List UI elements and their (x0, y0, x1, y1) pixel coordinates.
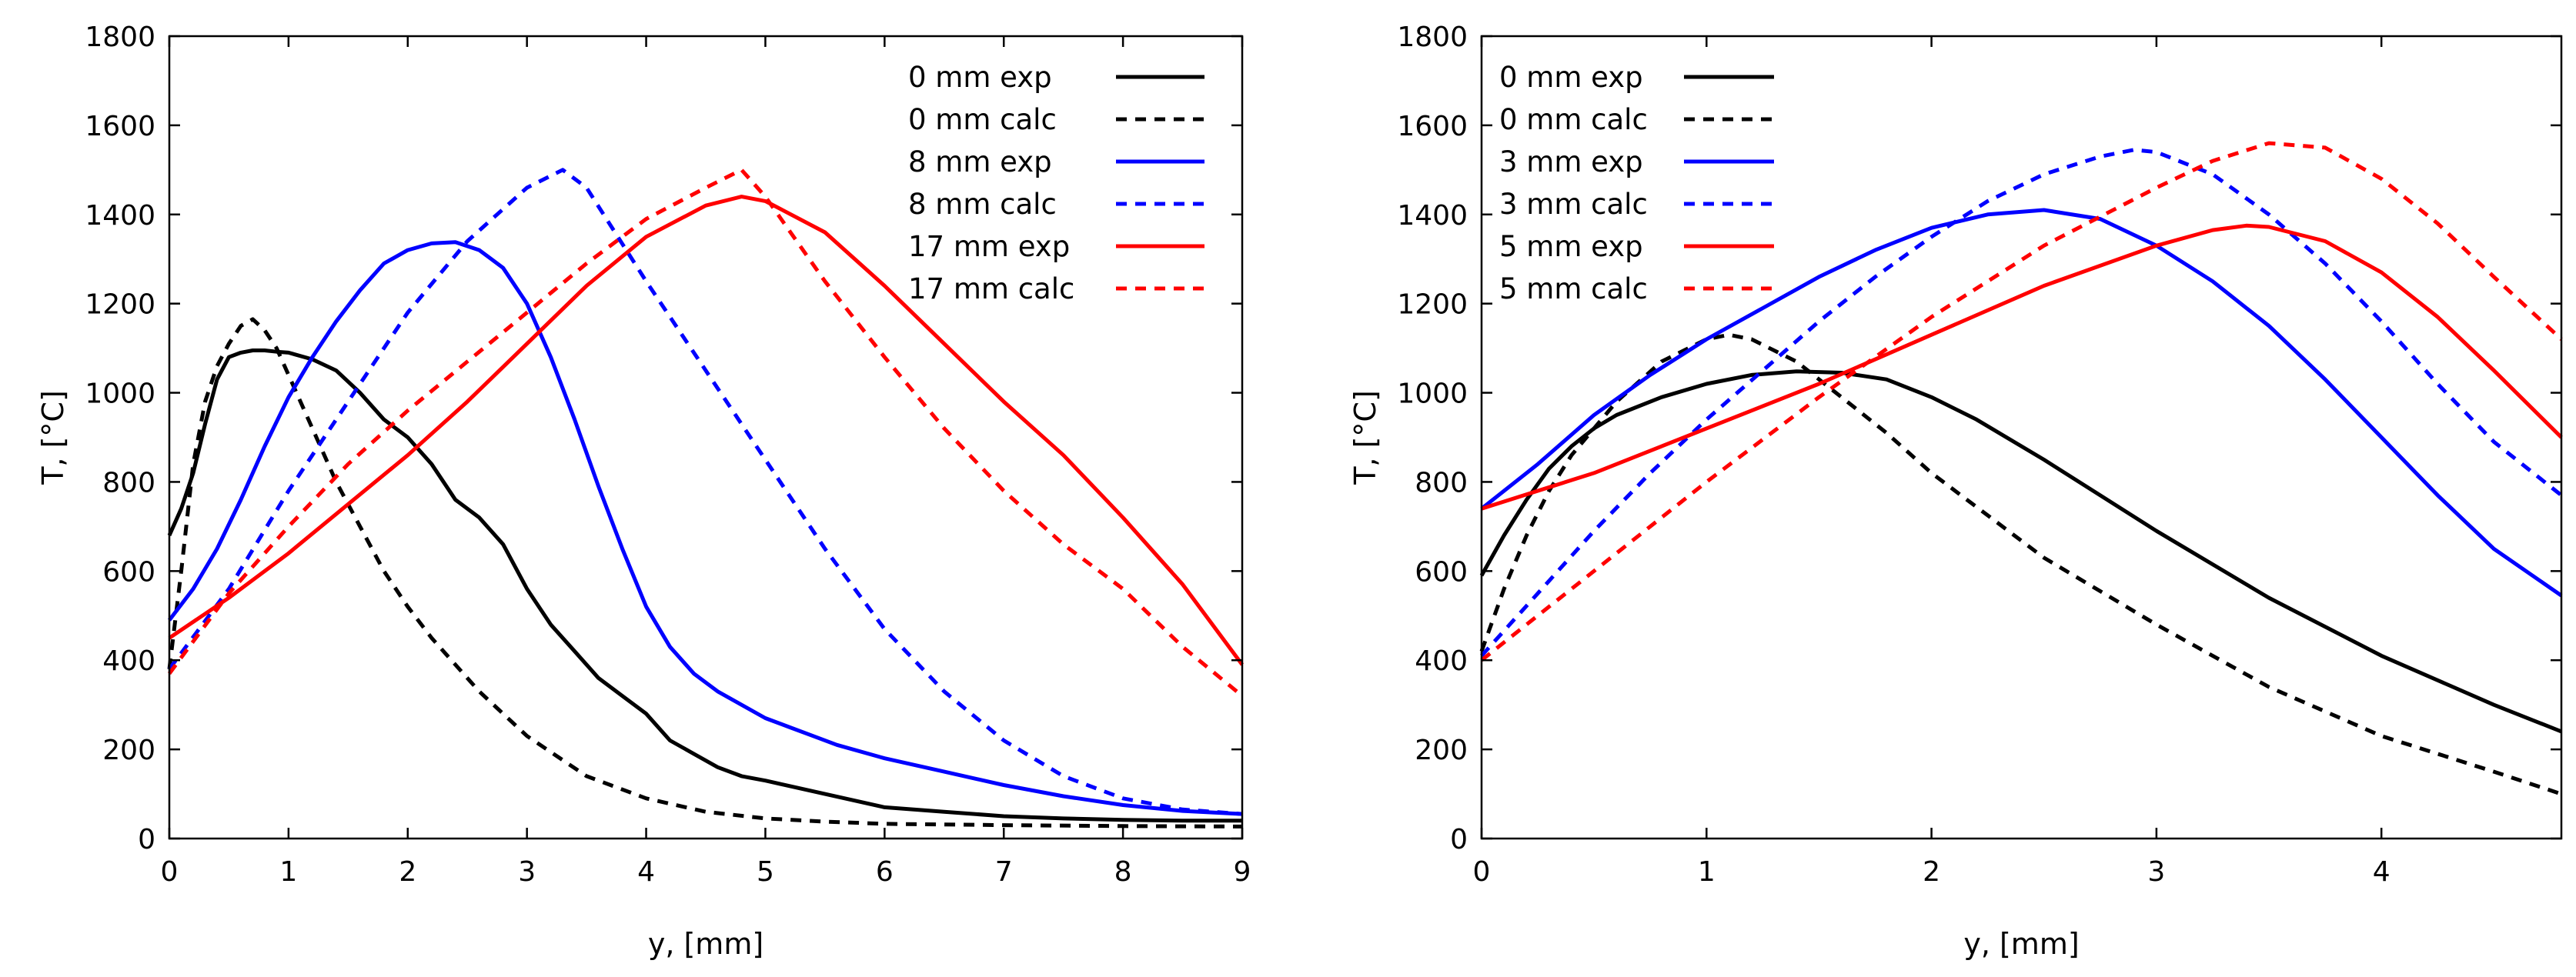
x-tick-label: 2 (399, 856, 416, 888)
x-tick-label: 7 (995, 856, 1013, 888)
left-chart: 0 200 400 600 800 1000 1200 1400 1600 1800 0 1 2 3 4 5 6… (36, 22, 1251, 961)
series-line-0-mm-exp (1479, 369, 2562, 734)
series-line-17-mm-exp (168, 195, 1245, 666)
y-tick-label: 1600 (85, 111, 155, 142)
series-line-17-mm-calc (167, 168, 1244, 698)
legend-label: 5 mm calc (1499, 272, 1648, 305)
legend-label: 3 mm exp (1499, 145, 1643, 178)
series-line-8-mm-calc (167, 168, 1243, 816)
y-tick-label: 600 (102, 556, 155, 588)
series-group (167, 168, 1245, 829)
y-tick-label: 1800 (1397, 22, 1468, 53)
y-tick-label: 800 (1415, 467, 1468, 499)
y-tick-label: 1800 (85, 22, 155, 53)
y-tick-label: 0 (138, 824, 155, 855)
legend-label: 17 mm exp (908, 230, 1070, 263)
y-tick-label: 200 (1415, 735, 1468, 766)
legend-label: 3 mm calc (1499, 188, 1648, 221)
series-line-0-mm-calc (167, 317, 1243, 829)
x-tick-label: 4 (637, 856, 655, 888)
plot-frame (1480, 35, 2563, 840)
x-tick-label: 3 (2147, 856, 2165, 888)
x-tick-label: 0 (161, 856, 179, 888)
x-axis-title: y, [mm] (1963, 927, 2079, 961)
legend-label: 0 mm exp (1499, 61, 1643, 94)
y-tick-label: 1200 (85, 289, 155, 321)
series-line-3-mm-calc (1480, 148, 2563, 658)
y-tick-label: 1400 (85, 200, 155, 232)
legend-label: 0 mm exp (908, 61, 1052, 94)
y-tick-label: 800 (102, 467, 155, 499)
legend-label: 0 mm calc (908, 103, 1057, 136)
x-tick-label: 3 (518, 856, 536, 888)
x-tick-label: 9 (1234, 856, 1251, 888)
x-axis-title: y, [mm] (648, 927, 763, 961)
legend: 0 mm exp 0 mm calc 8 mm exp 8 mm calc 17 mm … (908, 61, 1204, 305)
series-line-5-mm-calc (1480, 141, 2563, 662)
y-tick-label: 1000 (1397, 378, 1468, 410)
x-tick-label: 2 (1923, 856, 1940, 888)
x-tick-label: 5 (757, 856, 774, 888)
y-tick-label: 1000 (85, 378, 155, 410)
y-tick-label: 400 (1415, 645, 1468, 677)
y-tick-label: 400 (102, 645, 155, 677)
y-tick-label: 1200 (1397, 289, 1468, 321)
y-tick-label: 1400 (1397, 200, 1468, 232)
series-line-5-mm-exp (1481, 223, 2563, 511)
legend-label: 17 mm calc (908, 272, 1074, 305)
x-tick-label: 0 (1473, 856, 1491, 888)
y-tick-label: 0 (1450, 824, 1468, 855)
y-axis-title: T, [°C] (1348, 390, 1382, 485)
x-tick-label: 6 (876, 856, 894, 888)
legend: 0 mm exp 0 mm calc 3 mm exp 3 mm calc 5 mm e… (1499, 61, 1774, 305)
x-tick-label: 4 (2373, 856, 2391, 888)
y-axis-title: T, [°C] (36, 390, 70, 485)
series-group (1479, 141, 2563, 796)
plot-frame (168, 35, 1244, 840)
legend-label: 0 mm calc (1499, 103, 1648, 136)
legend-label: 5 mm exp (1499, 230, 1643, 263)
x-tick-label: 1 (1698, 856, 1716, 888)
y-tick-label: 600 (1415, 556, 1468, 588)
y-tick-label: 1600 (1397, 111, 1468, 142)
series-line-8-mm-exp (168, 240, 1243, 816)
series-line-0-mm-exp (167, 348, 1242, 823)
legend-label: 8 mm exp (908, 145, 1052, 178)
series-line-3-mm-exp (1480, 208, 2563, 598)
x-tick-label: 8 (1114, 856, 1132, 888)
legend-label: 8 mm calc (908, 188, 1057, 221)
y-tick-label: 200 (102, 735, 155, 766)
right-chart: 0 200 400 600 800 1000 1200 1400 1600 1800 0 1 2 3 4 y,… (1348, 22, 2563, 961)
x-tick-label: 1 (279, 856, 297, 888)
